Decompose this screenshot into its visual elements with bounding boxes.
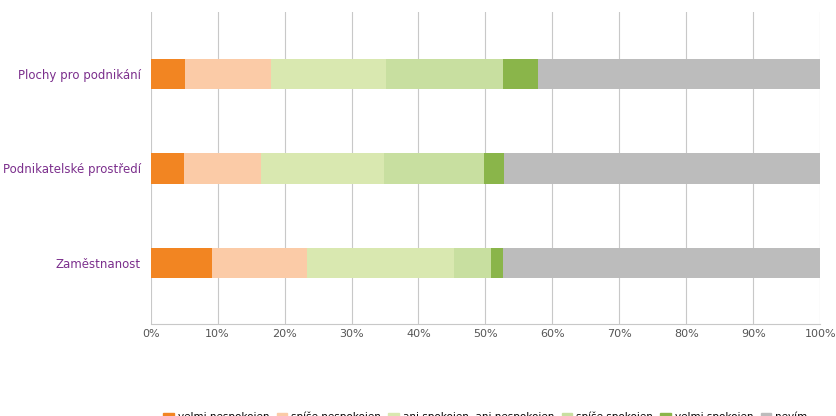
Bar — [212, 248, 306, 278]
Bar — [385, 59, 502, 89]
Bar — [270, 59, 385, 89]
Bar — [453, 248, 490, 278]
Bar — [150, 248, 212, 278]
Bar — [150, 59, 185, 89]
Bar — [261, 154, 383, 183]
Bar — [483, 154, 503, 183]
Bar — [383, 154, 483, 183]
Bar — [490, 248, 502, 278]
Bar — [150, 154, 184, 183]
Bar — [502, 59, 537, 89]
Bar — [502, 248, 819, 278]
Bar — [185, 59, 270, 89]
Legend: velmi nespokojen, spíše nespokojen, ani spokojen, ani nespokojen, spíše spokojen: velmi nespokojen, spíše nespokojen, ani … — [159, 408, 811, 416]
Bar — [503, 154, 819, 183]
Bar — [184, 154, 261, 183]
Bar — [306, 248, 453, 278]
Bar — [537, 59, 819, 89]
